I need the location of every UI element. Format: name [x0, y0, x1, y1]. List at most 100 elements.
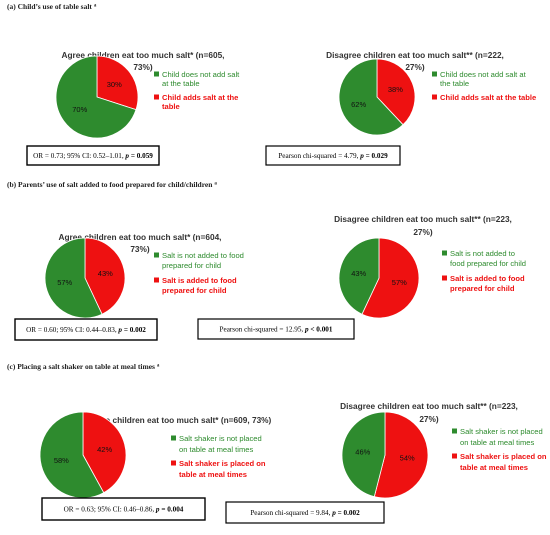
pie-slice: [376, 58, 416, 126]
chart-title-line: Agree children eat too much salt* (n=604…: [59, 232, 222, 242]
chart-title-line: 73%): [133, 62, 153, 72]
legend-label: on table at meal times: [179, 445, 253, 454]
legend-label: table at meal times: [460, 463, 528, 472]
slice-label: 62%: [351, 100, 366, 109]
slice-label: 70%: [72, 105, 87, 114]
legend-swatch: [442, 250, 447, 256]
legend-label: on table at meal times: [460, 438, 534, 447]
section-title-marker: a: [214, 182, 217, 187]
chart-title-line: Agree children eat too much salt* (n=605…: [62, 50, 225, 60]
chart-title-line: Disagree children eat too much salt** (n…: [334, 214, 512, 224]
legend-label: table at meal times: [179, 470, 247, 479]
legend-label: food prepared for child: [450, 259, 526, 268]
stat-text-main: OR = 0.60; 95% CI: 0.44–0.83,: [26, 326, 118, 334]
stat-p-label: p: [304, 326, 309, 334]
legend-swatch: [432, 94, 437, 100]
stat-p-value: = 0.002: [122, 326, 146, 334]
slice-label: 57%: [57, 278, 72, 287]
stat-p-value: < 0.001: [309, 326, 333, 334]
stat-p-label: p: [155, 506, 160, 514]
pie-slice: [55, 55, 137, 139]
stat-text: Pearson chi-squared = 12.95, p < 0.001: [220, 326, 333, 334]
chart-title-line: 27%): [419, 414, 439, 424]
legend-label: at the table: [162, 79, 200, 88]
legend-swatch: [154, 277, 159, 283]
legend-swatch: [442, 275, 447, 281]
stat-text-main: OR = 0.63; 95% CI: 0.46–0.86,: [64, 506, 156, 514]
legend-label: Salt is added to food: [162, 276, 237, 285]
legend-label: Child adds salt at the: [162, 93, 238, 102]
legend-label: Salt shaker is not placed: [179, 434, 262, 443]
chart-title-line: 73%): [130, 244, 150, 254]
legend-label: Salt is added to food: [450, 274, 525, 283]
legend-swatch: [452, 453, 457, 459]
slice-label: 38%: [388, 85, 403, 94]
pie-chart: Agree children eat too much salt* (n=604…: [44, 232, 244, 319]
legend-label: prepared for child: [162, 261, 221, 270]
slice-label: 43%: [98, 269, 113, 278]
slice-label: 30%: [107, 80, 122, 89]
stat-text: Pearson chi-squared = 4.79, p = 0.029: [278, 152, 388, 160]
legend-swatch: [432, 71, 437, 77]
pie-slice: [338, 237, 380, 315]
pie-chart: Disagree children eat too much salt** (n…: [340, 401, 547, 499]
chart-title-line: 27%): [413, 227, 433, 237]
legend-swatch: [171, 460, 176, 466]
stat-p-label: p: [124, 152, 129, 160]
legend-label: prepared for child: [450, 284, 515, 293]
stat-box: [265, 145, 401, 166]
chart-title-line: Disagree children eat too much salt** (n…: [340, 401, 518, 411]
pie-slice: [84, 237, 126, 315]
legend-swatch: [154, 94, 159, 100]
legend-label: Salt is not added to food: [162, 251, 244, 260]
stat-box: [225, 501, 385, 524]
legend-swatch: [171, 435, 176, 441]
stat-p-value: = 0.004: [160, 506, 184, 514]
chart-title-line: 27%): [405, 62, 425, 72]
legend-label: Child does not add salt at: [440, 70, 527, 79]
stat-text-main: Pearson chi-squared = 9.84,: [250, 509, 332, 517]
legend-swatch: [154, 71, 159, 77]
slice-label: 58%: [54, 456, 69, 465]
legend-swatch: [154, 252, 159, 258]
legend-label: table: [162, 102, 180, 111]
stat-p-label: p: [117, 326, 122, 334]
stat-p-value: = 0.029: [364, 152, 388, 160]
slice-label: 54%: [400, 453, 415, 462]
stat-text: Pearson chi-squared = 9.84, p = 0.002: [250, 509, 360, 517]
legend-label: Salt shaker is placed on: [460, 452, 547, 461]
section-title-marker: a: [94, 4, 97, 9]
pie-slice: [82, 411, 127, 494]
slice-label: 46%: [355, 448, 370, 457]
stat-box: [26, 145, 160, 166]
stat-p-value: = 0.002: [336, 509, 360, 517]
stat-text-main: Pearson chi-squared = 12.95,: [220, 326, 306, 334]
stat-box: [14, 318, 158, 341]
stat-p-label: p: [359, 152, 364, 160]
legend-label: Child does not add salt: [162, 70, 240, 79]
legend-label: Salt shaker is placed on: [179, 459, 266, 468]
legend-label: prepared for child: [162, 286, 227, 295]
pie-slice: [341, 411, 386, 498]
pie-chart: Disagree children eat too much salt** (n…: [334, 214, 526, 319]
pie-slice: [44, 237, 103, 319]
section-title-marker: a: [157, 364, 160, 369]
stat-text-main: OR = 0.73; 95% CI: 0.52–1.01,: [33, 152, 125, 160]
slice-label: 42%: [97, 445, 112, 454]
pie-chart: Agree children eat too much salt* (n=605…: [55, 50, 240, 139]
chart-title-line: Agree children eat too much salt* (n=609…: [87, 415, 272, 425]
legend-label: Salt shaker is not placed: [460, 427, 543, 436]
slice-label: 57%: [392, 278, 407, 287]
section-title: (b) Parents’ use of salt added to food p…: [7, 180, 217, 189]
section-title: (a) Child’s use of table salt a: [7, 2, 97, 11]
chart-title-line: Disagree children eat too much salt** (n…: [326, 50, 504, 60]
stat-text: OR = 0.73; 95% CI: 0.52–1.01, p = 0.059: [33, 152, 153, 160]
stat-text: OR = 0.60; 95% CI: 0.44–0.83, p = 0.002: [26, 326, 146, 334]
legend-label: Child adds salt at the table: [440, 93, 536, 102]
pie-slice: [338, 58, 404, 136]
stat-p-value: = 0.059: [129, 152, 153, 160]
slice-label: 43%: [351, 269, 366, 278]
pie-chart: Agree children eat too much salt* (n=609…: [39, 411, 272, 499]
pie-slice: [96, 55, 139, 111]
